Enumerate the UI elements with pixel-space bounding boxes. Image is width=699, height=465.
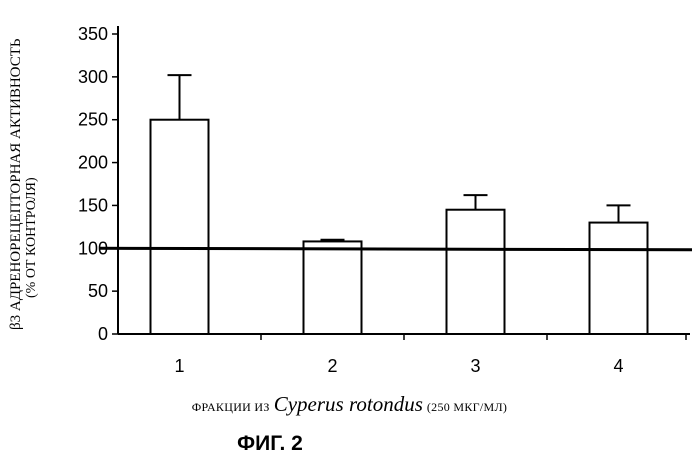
x-tick-label: 1 [174, 356, 184, 376]
x-tick-label: 4 [613, 356, 623, 376]
y-axis-title-sub: (% ОТ КОНТРОЛЯ) [24, 177, 39, 298]
x-tick-label: 3 [470, 356, 480, 376]
y-tick-label: 200 [78, 153, 108, 173]
y-tick-label: 300 [78, 67, 108, 87]
x-axis-title-suffix: (250 МКГ/МЛ) [427, 400, 507, 414]
bar [590, 223, 648, 334]
y-tick-label: 0 [98, 324, 108, 344]
y-tick-label: 350 [78, 24, 108, 44]
y-tick-label: 50 [88, 281, 108, 301]
y-tick-label: 150 [78, 195, 108, 215]
figure-label: ФИГ. 2 [0, 432, 540, 456]
bar [304, 241, 362, 334]
x-axis-title-species: Cyperus rotondus [274, 392, 423, 416]
bar [447, 210, 505, 334]
bar [151, 120, 209, 334]
x-axis-title: ФРАКЦИИ ИЗ Cyperus rotondus (250 МКГ/МЛ) [0, 392, 699, 417]
x-axis-title-prefix: ФРАКЦИИ ИЗ [192, 400, 270, 414]
control-reference-line [100, 248, 692, 250]
y-axis-title-main: β3 АДРЕНОРЕЦЕПТОРНАЯ АКТИВНОСТЬ [8, 39, 24, 330]
x-tick-label: 2 [327, 356, 337, 376]
y-tick-label: 250 [78, 110, 108, 130]
